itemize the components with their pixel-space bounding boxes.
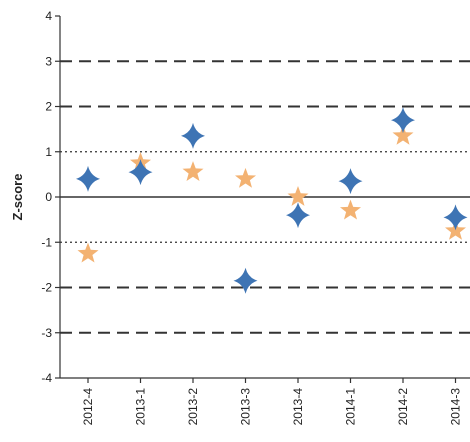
x-tick-label: 2013-3 — [239, 388, 253, 426]
diamond-marker — [181, 122, 205, 149]
y-tick-label: 4 — [45, 9, 52, 23]
star-marker — [235, 167, 256, 188]
diamond-marker — [286, 202, 310, 229]
reference-lines — [60, 60, 470, 334]
x-tick-label: 2014-3 — [449, 388, 463, 426]
y-tick-label: -3 — [41, 326, 52, 340]
star-marker — [77, 242, 99, 263]
x-ticks: 2012-4 2013-1 2013-2 2013-3 2013-4 2014-1 2014… — [81, 378, 463, 425]
y-ticks: 4 3 2 1 0 -1 -2 -3 -4 — [41, 9, 60, 385]
y-tick-label: -4 — [41, 371, 52, 385]
diamond-marker — [338, 168, 363, 195]
y-tick-label: -2 — [41, 281, 52, 295]
diamond-marker — [443, 204, 468, 231]
x-tick-label: 2013-4 — [291, 388, 305, 426]
y-tick-label: 1 — [45, 145, 52, 159]
y-tick-label: -1 — [41, 235, 52, 249]
y-tick-label: 0 — [45, 190, 52, 204]
star-marker — [287, 186, 309, 206]
y-tick-label: 2 — [45, 100, 52, 114]
y-tick-label: 3 — [45, 54, 52, 68]
x-tick-label: 2014-2 — [396, 388, 410, 426]
x-tick-label: 2014-1 — [344, 388, 358, 426]
star-marker — [182, 161, 204, 181]
star-marker — [340, 199, 361, 220]
diamond-marker — [233, 267, 258, 294]
x-tick-label: 2013-1 — [134, 388, 148, 426]
data-markers — [76, 107, 468, 294]
star-marker — [392, 124, 414, 145]
x-tick-label: 2013-2 — [186, 388, 200, 426]
diamond-marker — [76, 165, 100, 192]
x-tick-label: 2012-4 — [81, 388, 95, 426]
y-axis-title: Z-score — [10, 174, 25, 221]
diamond-marker — [128, 159, 153, 186]
diamond-marker — [391, 107, 415, 134]
